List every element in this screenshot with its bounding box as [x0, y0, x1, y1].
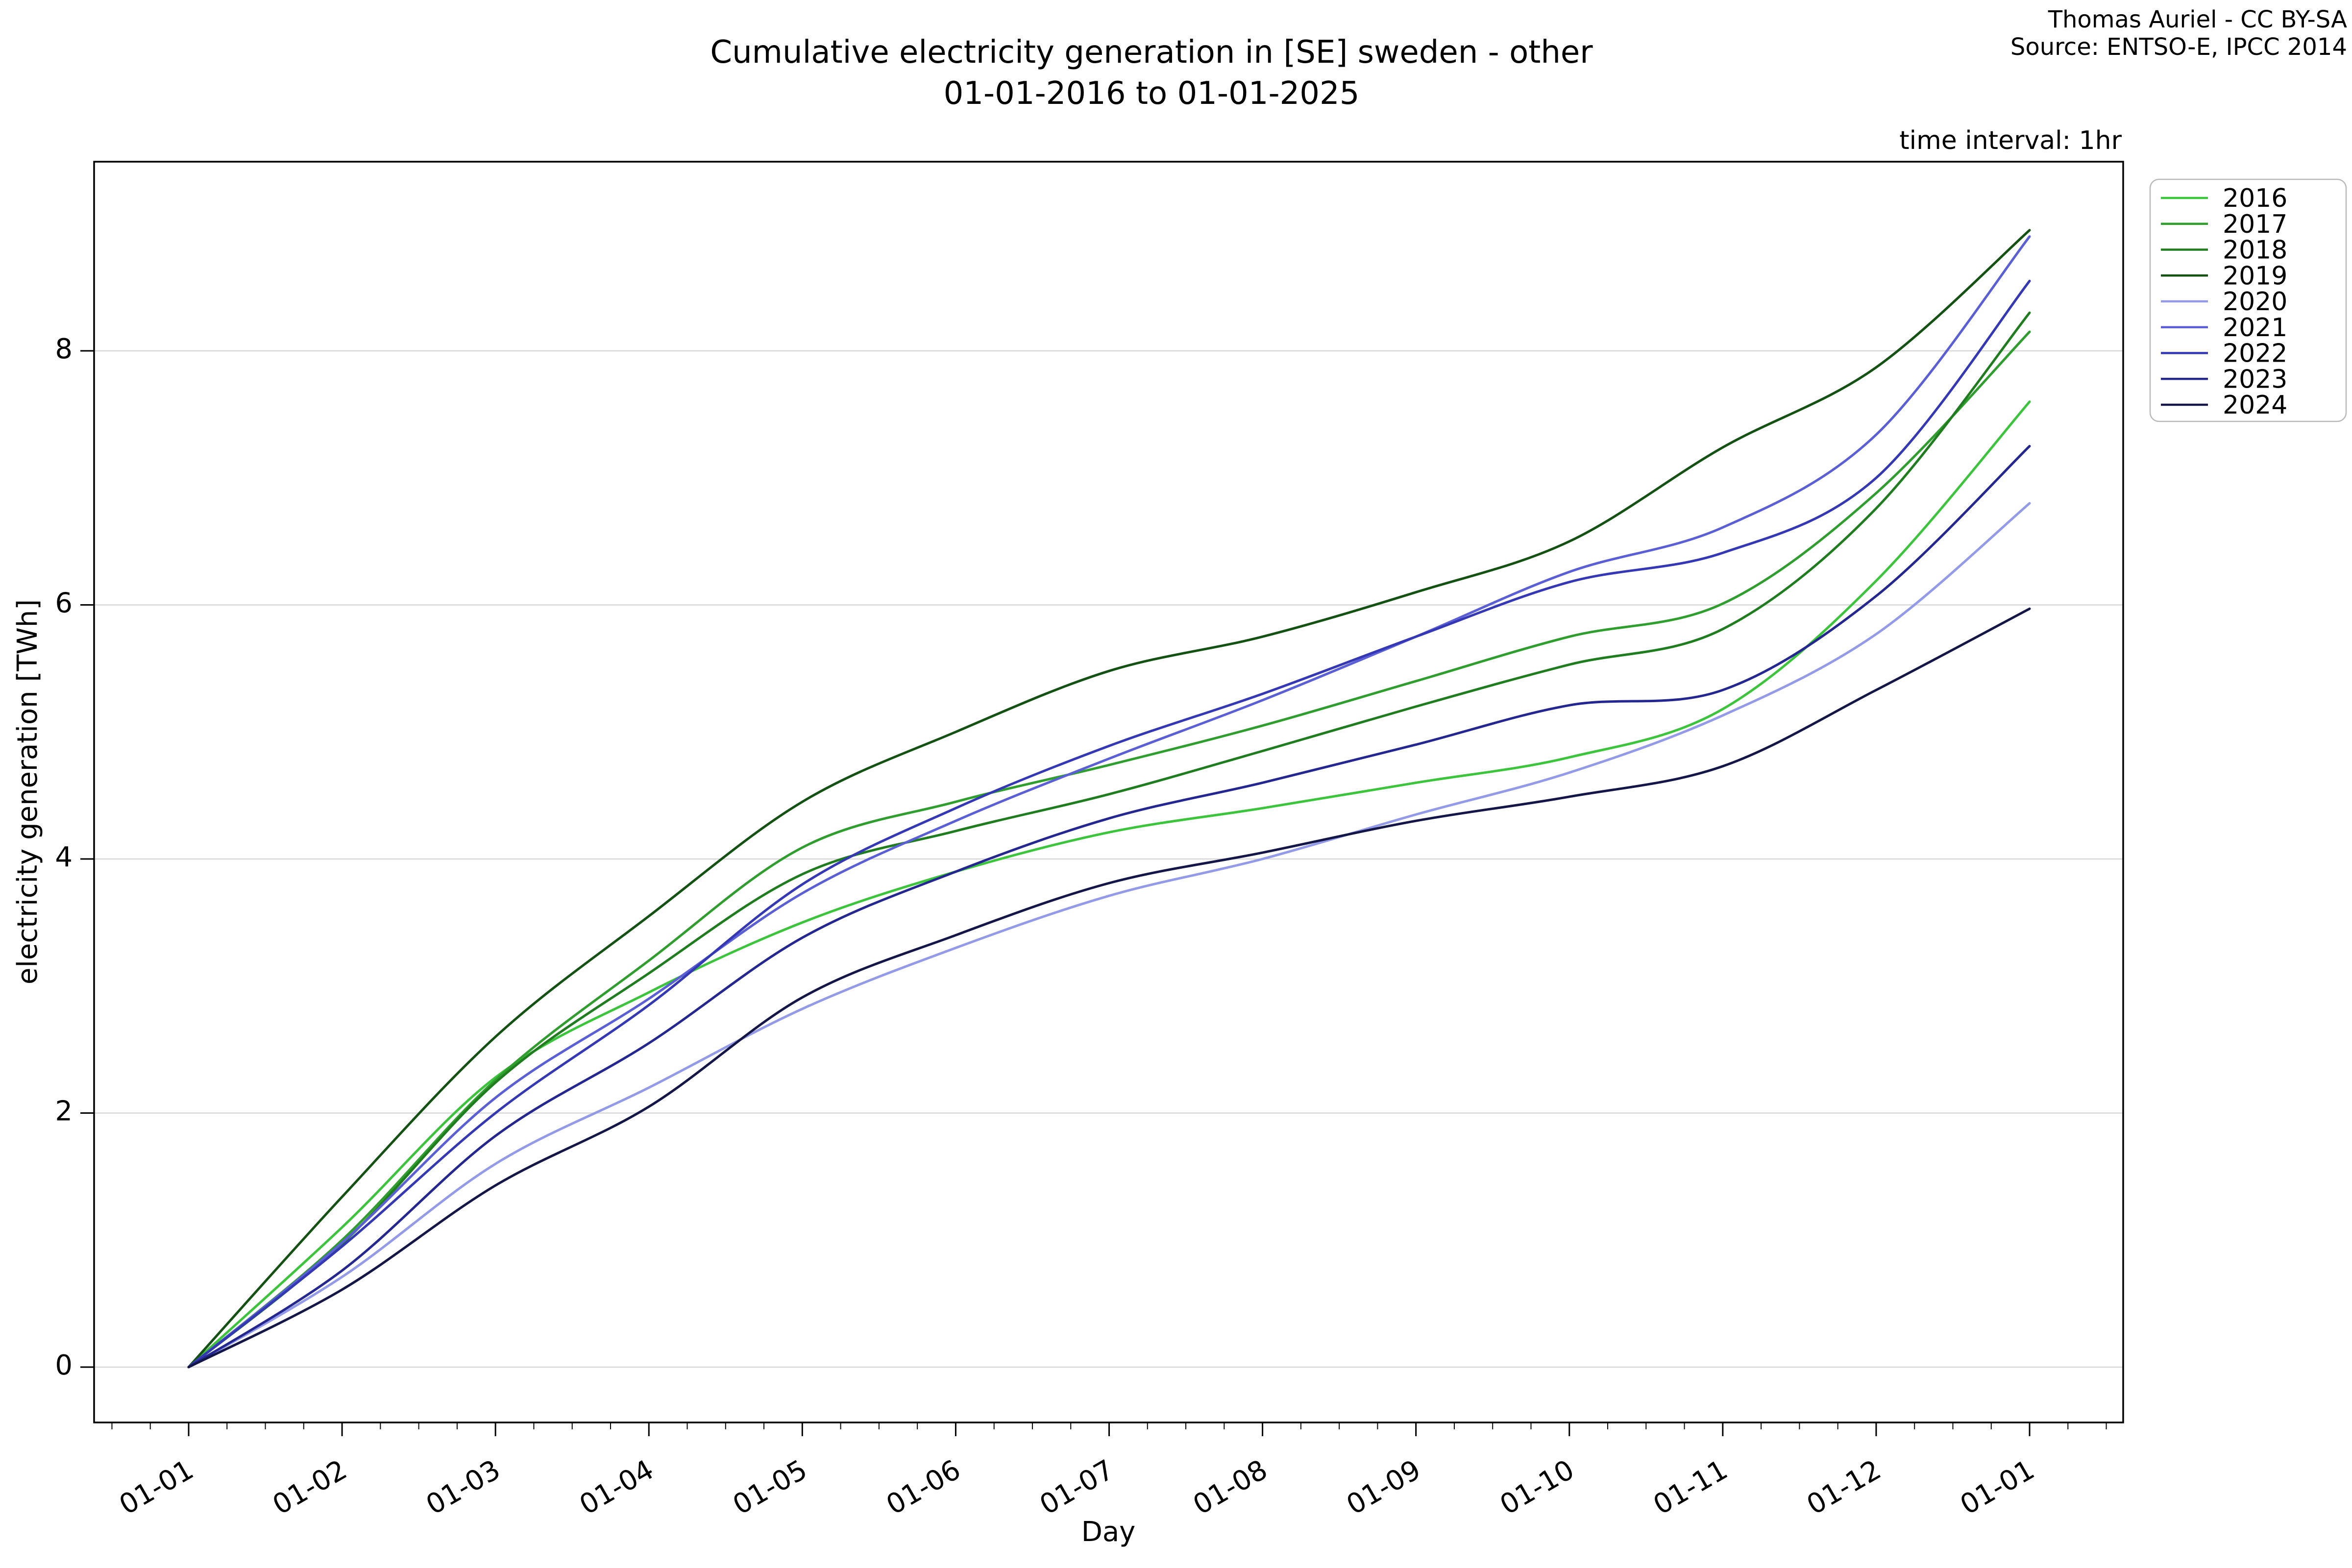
x-tick-label-9: 01-10: [1494, 1454, 1579, 1521]
y-tick-label-0: 0: [55, 1349, 73, 1381]
attribution-line1: Thomas Auriel - CC BY-SA: [2048, 6, 2347, 33]
x-tick-label-7: 01-08: [1188, 1454, 1273, 1521]
y-tick-label-4: 4: [55, 841, 73, 873]
plot-border: [93, 161, 2124, 1423]
legend-item-2016: 2016: [2161, 184, 2287, 213]
legend-label-2016: 2016: [2223, 184, 2287, 213]
series-line-2019: [187, 229, 2031, 1369]
series-line-2021: [187, 235, 2031, 1369]
legend-label-2017: 2017: [2223, 210, 2287, 239]
legend-item-2021: 2021: [2161, 313, 2287, 343]
legend-label-2022: 2022: [2223, 339, 2287, 368]
legend-item-2018: 2018: [2161, 236, 2287, 265]
y-tick-label-8: 8: [55, 333, 73, 365]
x-tick-label-10: 01-11: [1648, 1454, 1733, 1521]
time-interval-label: time interval: 1hr: [1899, 126, 2122, 155]
y-axis-label: electricity generation [TWh]: [12, 599, 44, 984]
series-line-2022: [187, 279, 2031, 1369]
x-tick-label-3: 01-04: [574, 1454, 659, 1521]
series-line-2024: [187, 607, 2031, 1369]
legend-item-2022: 2022: [2161, 339, 2287, 368]
x-axis-label: Day: [1081, 1516, 1136, 1548]
x-tick-label-4: 01-05: [728, 1454, 812, 1521]
attribution-line2: Source: ENTSO-E, IPCC 2014: [2010, 33, 2347, 61]
y-tick-label-2: 2: [55, 1096, 73, 1127]
legend-label-2023: 2023: [2223, 365, 2287, 394]
chart-title-line2: 01-01-2016 to 01-01-2025: [944, 75, 1360, 112]
legend-label-2018: 2018: [2223, 236, 2287, 265]
legend-item-2019: 2019: [2161, 261, 2287, 291]
legend-item-2023: 2023: [2161, 365, 2287, 394]
series-line-2016: [187, 400, 2031, 1369]
series-line-2020: [187, 502, 2031, 1369]
x-tick-label-0: 01-01: [114, 1454, 199, 1521]
x-tick-label-5: 01-06: [881, 1454, 966, 1521]
x-tick-label-11: 01-12: [1801, 1454, 1886, 1521]
legend-item-2020: 2020: [2161, 287, 2287, 317]
x-tick-label-6: 01-07: [1034, 1454, 1119, 1521]
x-tick-label-8: 01-09: [1341, 1454, 1426, 1521]
chart-title-line1: Cumulative electricity generation in [SE…: [710, 34, 1593, 71]
y-tick-label-6: 6: [55, 588, 73, 619]
legend-label-2019: 2019: [2223, 261, 2287, 291]
legend-box: [2149, 178, 2347, 422]
x-tick-label-12: 01-01: [1955, 1454, 2040, 1521]
plot-area: 0 2 4 6 8 01-01 01-02 01-03 01-04 01-05 01-06 01-07…: [55, 161, 2347, 1521]
x-tick-label-1: 01-02: [268, 1454, 352, 1521]
legend-item-2017: 2017: [2161, 210, 2287, 239]
legend-label-2024: 2024: [2223, 391, 2287, 420]
legend-label-2020: 2020: [2223, 287, 2287, 317]
series-line-2018: [187, 311, 2031, 1369]
series-line-2017: [187, 330, 2031, 1369]
legend-label-2021: 2021: [2223, 313, 2287, 343]
x-tick-label-2: 01-03: [421, 1454, 506, 1521]
legend-item-2024: 2024: [2161, 391, 2287, 420]
series-line-2023: [187, 444, 2031, 1369]
